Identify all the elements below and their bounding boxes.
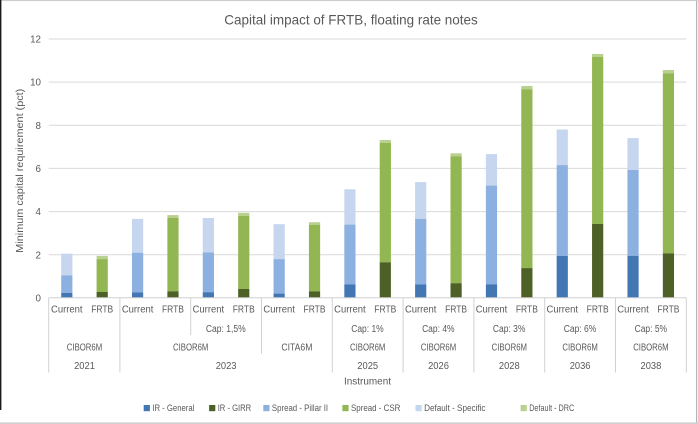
svg-text:Current: Current — [51, 305, 83, 316]
svg-text:CITA6M: CITA6M — [281, 343, 312, 354]
svg-text:Current: Current — [617, 305, 649, 316]
svg-text:4: 4 — [36, 207, 42, 218]
svg-text:Instrument: Instrument — [344, 376, 391, 388]
svg-text:Current: Current — [405, 305, 437, 316]
svg-text:Default - Specific: Default - Specific — [424, 403, 486, 413]
svg-text:Cap: 4%: Cap: 4% — [422, 324, 455, 335]
svg-text:10: 10 — [30, 78, 41, 89]
svg-text:IR - GIRR: IR - GIRR — [218, 403, 252, 413]
svg-text:Cap: 1%: Cap: 1% — [351, 324, 384, 335]
svg-text:2025: 2025 — [357, 361, 378, 372]
svg-text:CIBOR6M: CIBOR6M — [562, 343, 597, 354]
svg-text:2021: 2021 — [74, 361, 95, 372]
svg-text:Current: Current — [476, 305, 508, 316]
svg-text:2036: 2036 — [570, 361, 591, 372]
svg-text:0: 0 — [36, 293, 42, 304]
svg-text:2038: 2038 — [641, 361, 662, 372]
svg-text:2026: 2026 — [428, 361, 449, 372]
svg-text:Spread - Pillar II: Spread - Pillar II — [272, 403, 328, 413]
svg-text:12: 12 — [30, 35, 41, 46]
svg-text:FRTB: FRTB — [516, 305, 538, 316]
svg-text:CIBOR6M: CIBOR6M — [173, 343, 208, 354]
svg-text:Cap: 5%: Cap: 5% — [635, 324, 668, 335]
svg-text:Cap: 6%: Cap: 6% — [564, 324, 597, 335]
svg-text:8: 8 — [36, 121, 42, 132]
svg-text:Cap: 1,5%: Cap: 1,5% — [206, 324, 246, 335]
svg-text:Current: Current — [547, 305, 579, 316]
svg-text:FRTB: FRTB — [374, 305, 396, 316]
svg-text:CIBOR6M: CIBOR6M — [67, 343, 102, 354]
svg-text:Minimum capital requirement (p: Minimum capital requirement (pct) — [14, 89, 26, 253]
svg-text:Current: Current — [122, 305, 154, 316]
svg-text:Current: Current — [334, 305, 366, 316]
svg-text:Cap: 3%: Cap: 3% — [493, 324, 526, 335]
svg-text:2023: 2023 — [216, 361, 237, 372]
svg-text:CIBOR6M: CIBOR6M — [492, 343, 527, 354]
svg-text:Spread - CSR: Spread - CSR — [351, 403, 401, 413]
svg-text:Current: Current — [263, 305, 295, 316]
svg-text:FRTB: FRTB — [91, 305, 113, 316]
svg-text:Current: Current — [193, 305, 225, 316]
svg-text:FRTB: FRTB — [587, 305, 609, 316]
svg-text:2028: 2028 — [499, 361, 520, 372]
svg-text:FRTB: FRTB — [162, 305, 184, 316]
svg-text:Default - DRC: Default - DRC — [529, 403, 574, 413]
svg-text:FRTB: FRTB — [657, 305, 679, 316]
svg-text:6: 6 — [36, 164, 42, 175]
svg-text:Capital impact of FRTB, floati: Capital impact of FRTB, floating rate no… — [224, 12, 478, 27]
svg-text:FRTB: FRTB — [233, 305, 255, 316]
svg-text:CIBOR6M: CIBOR6M — [350, 343, 385, 354]
svg-text:CIBOR6M: CIBOR6M — [421, 343, 456, 354]
svg-text:IR - General: IR - General — [152, 403, 194, 413]
svg-text:2: 2 — [36, 250, 41, 261]
svg-text:FRTB: FRTB — [304, 305, 326, 316]
svg-text:FRTB: FRTB — [445, 305, 467, 316]
svg-text:CIBOR6M: CIBOR6M — [633, 343, 668, 354]
